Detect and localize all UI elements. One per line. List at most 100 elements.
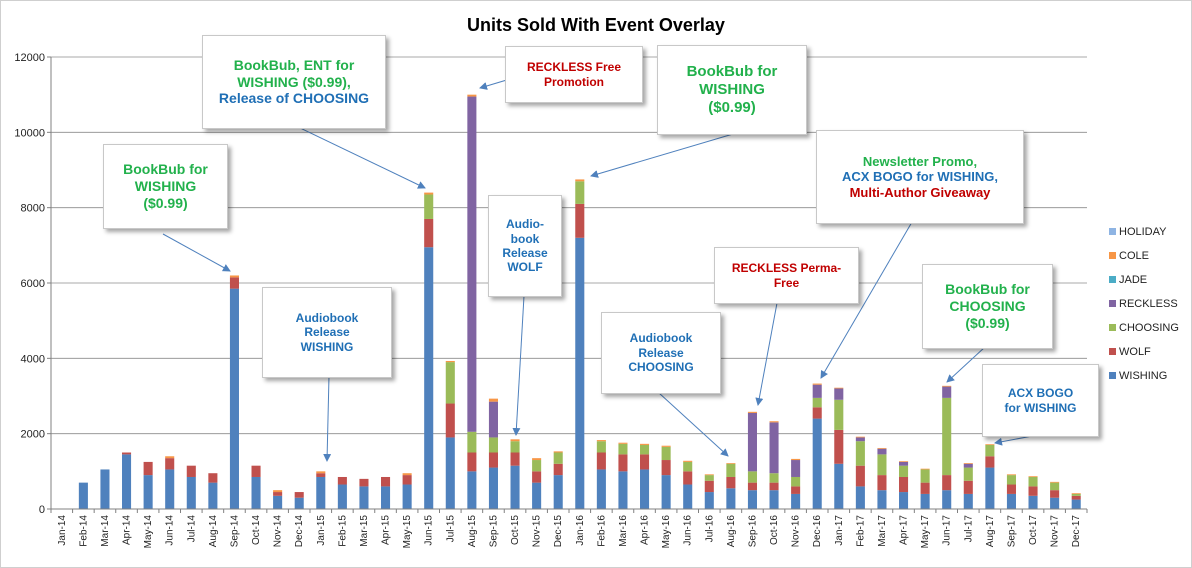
- event-callout-dec-16: Newsletter Promo, ACX BOGO for WISHING, Mu…: [816, 130, 1024, 224]
- bar-segment-choosing: [877, 454, 887, 476]
- bar-segment-wolf: [186, 465, 196, 477]
- bar-segment-wolf: [704, 480, 714, 493]
- bar-segment-cole: [575, 179, 585, 182]
- bar-segment-cole: [640, 443, 650, 445]
- x-tick-label: Sep-14: [229, 515, 240, 548]
- callout-line: BookBub, ENT for: [233, 56, 355, 73]
- bar-segment-wishing: [1050, 497, 1060, 509]
- bar-segment-choosing: [899, 465, 909, 477]
- bar-segment-wishing: [920, 493, 930, 509]
- bar-segment-wishing: [424, 247, 434, 509]
- x-tick-label: Nov-14: [273, 515, 284, 548]
- callout-line: Release: [638, 345, 684, 360]
- bar-segment-cole: [985, 444, 995, 445]
- bar-segment-cole: [963, 463, 973, 464]
- x-tick-label: Sep-15: [488, 515, 499, 548]
- bar-segment-wishing: [510, 465, 520, 509]
- bar-segment-wolf: [402, 475, 412, 485]
- legend-swatch: [1109, 348, 1116, 355]
- callout-line: Promotion: [544, 74, 604, 89]
- bar-segment-wishing: [834, 463, 844, 509]
- bar-segment-wishing: [942, 490, 952, 509]
- bar-segment-cole: [942, 385, 952, 387]
- bar-segment-wolf: [424, 218, 434, 248]
- bar-segment-choosing: [575, 181, 585, 204]
- bar-segment-cole: [553, 451, 563, 453]
- bar-segment-wishing: [747, 490, 757, 509]
- bar-segment-wishing: [791, 493, 801, 509]
- bar-segment-wolf: [359, 478, 369, 487]
- bar-segment-wishing: [532, 482, 542, 509]
- bar-segment-wolf: [942, 475, 952, 491]
- bar-segment-choosing: [618, 443, 628, 455]
- bar-segment-wolf: [769, 482, 779, 491]
- bar-segment-wolf: [229, 277, 239, 289]
- bar-segment-wishing: [1006, 493, 1016, 509]
- event-callout-jun-15: BookBub, ENT for WISHING ($0.99), Release …: [202, 35, 386, 129]
- bar-segment-reckless: [834, 388, 844, 400]
- bar-segment-wolf: [920, 482, 930, 494]
- bar-segment-cole: [316, 471, 326, 474]
- legend-label: HOLIDAY: [1119, 226, 1167, 238]
- callout-line: BookBub for: [123, 161, 208, 178]
- bar-segment-reckless: [488, 401, 498, 438]
- bar-segment-choosing: [1006, 475, 1016, 485]
- bar-segment-wishing: [467, 471, 477, 509]
- x-tick-label: May-16: [661, 515, 672, 549]
- bar-segment-wishing: [294, 497, 304, 509]
- y-tick-label: 12000: [14, 52, 45, 64]
- bar-segment-wolf: [596, 452, 606, 470]
- bar-segment-cole: [899, 461, 909, 462]
- x-tick-label: Oct-15: [510, 515, 521, 545]
- bar-segment-cole: [467, 94, 477, 97]
- annotation-arrow: [946, 346, 986, 383]
- callout-line: ACX BOGO: [1007, 386, 1074, 401]
- bar-segment-wolf: [553, 463, 563, 476]
- bar-segment-wolf: [1071, 495, 1081, 500]
- callout-line: WISHING: [699, 81, 765, 98]
- annotation-arrow: [323, 375, 332, 462]
- bar-segment-wolf: [640, 454, 650, 470]
- bar-segment-choosing: [596, 441, 606, 453]
- legend-swatch: [1109, 252, 1116, 259]
- x-tick-label: Dec-16: [812, 515, 823, 548]
- bar-segment-wishing: [575, 237, 585, 510]
- x-tick-label: Jan-16: [575, 515, 586, 546]
- bar-segment-wolf: [251, 465, 261, 477]
- bar-segment-reckless: [467, 96, 477, 432]
- bar-segment-wolf: [877, 475, 887, 491]
- bar-segment-wolf: [985, 456, 995, 468]
- bar-segment-wishing: [661, 475, 671, 509]
- bar-segment-cole: [877, 447, 887, 449]
- bar-segment-cole: [791, 458, 801, 461]
- legend-swatch: [1109, 300, 1116, 307]
- callout-line: ($0.99): [143, 194, 188, 211]
- bar-segment-choosing: [726, 463, 736, 477]
- callout-line: Audiobook: [295, 310, 359, 325]
- bar-segment-wishing: [618, 471, 628, 509]
- bar-segment-choosing: [1050, 482, 1060, 491]
- x-tick-label: Feb-15: [337, 515, 348, 547]
- bar-segment-reckless: [899, 461, 909, 466]
- bar-segment-choosing: [640, 444, 650, 455]
- bar-segment-cole: [661, 445, 671, 447]
- callout-line: Free: [773, 275, 800, 290]
- bar-segment-wishing: [1071, 499, 1081, 509]
- bar-segment-wishing: [316, 476, 326, 509]
- x-tick-label: Sep-16: [747, 515, 758, 548]
- callout-line: WISHING: [300, 339, 354, 354]
- bar-segment-cole: [769, 421, 779, 423]
- x-tick-label: Mar-16: [618, 515, 629, 547]
- bar-segment-wolf: [661, 460, 671, 476]
- bar-segment-cole: [229, 275, 239, 278]
- event-callout-jan-15: Audiobook Release WISHING: [262, 287, 392, 378]
- bar-segment-wishing: [812, 418, 822, 509]
- bar-segment-wolf: [683, 471, 693, 485]
- bar-segment-wishing: [769, 490, 779, 509]
- callout-line: Audiobook: [629, 331, 693, 346]
- bar-segment-cole: [402, 473, 412, 476]
- bar-segment-cole: [683, 460, 693, 462]
- callout-line: Newsletter Promo,: [862, 153, 978, 169]
- bar-segment-wolf: [575, 203, 585, 238]
- bar-segment-cole: [618, 442, 628, 444]
